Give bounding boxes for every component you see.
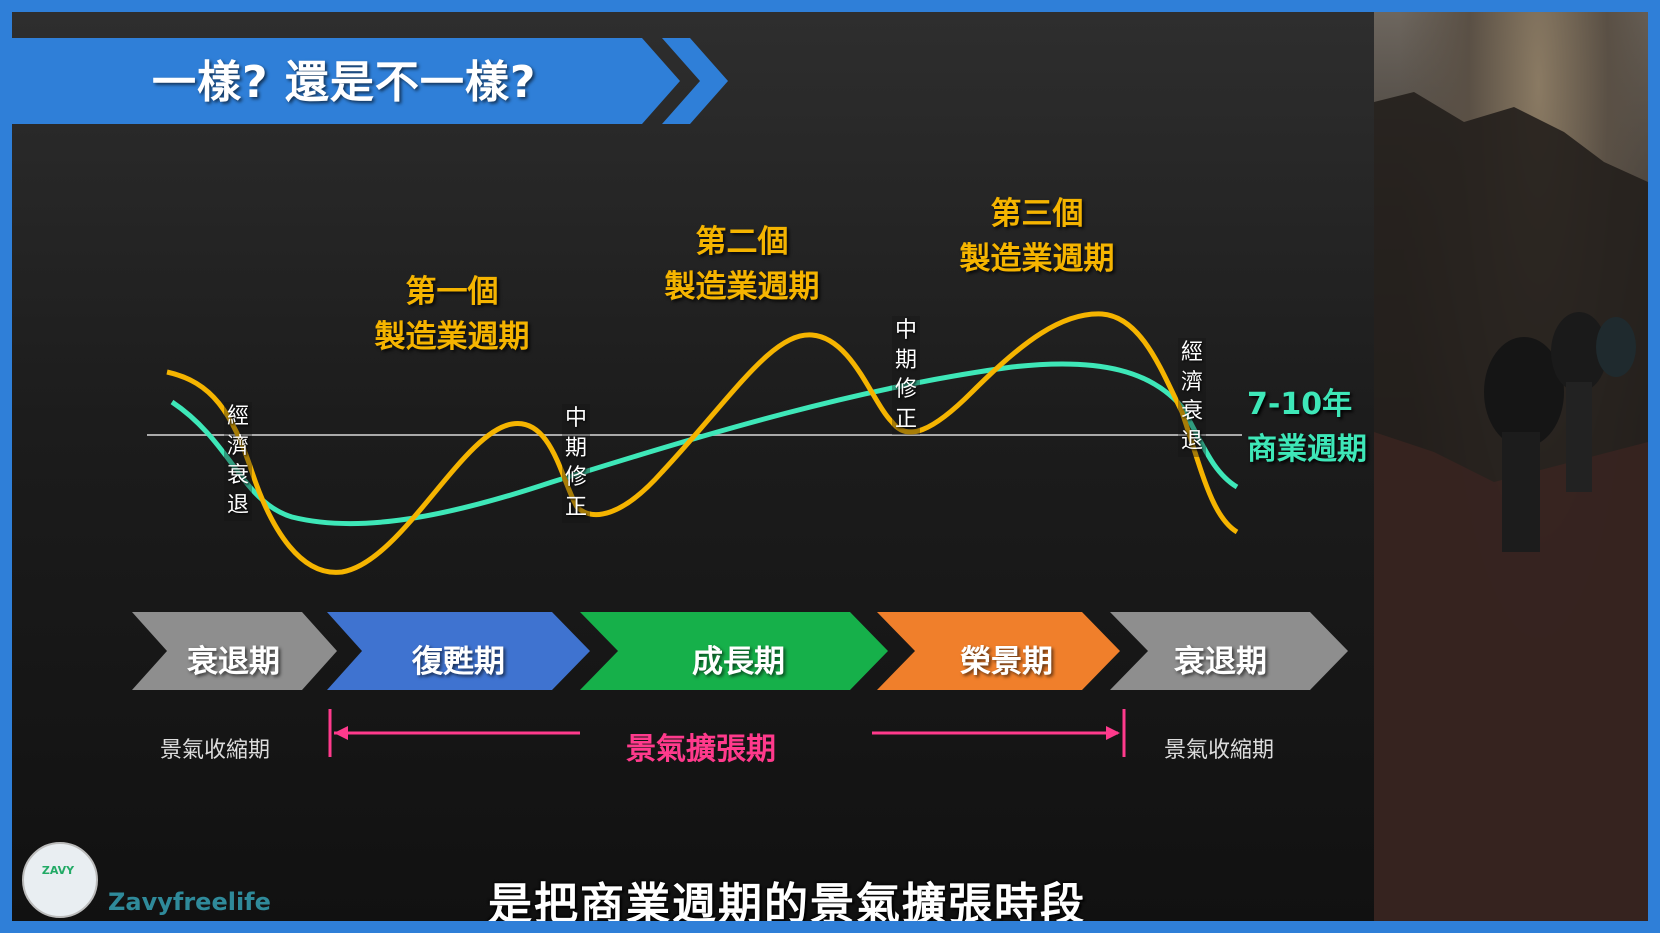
- cycle-label-3-line1: 第三個: [990, 196, 1084, 232]
- phase-arrow-1: [132, 612, 337, 690]
- phase-arrow-3: [580, 612, 888, 690]
- contraction-label-left: 景氣收縮期: [160, 738, 271, 763]
- phase-label-recession-1: 衰退期: [187, 644, 280, 680]
- cycle-label-2-line1: 第二個: [695, 224, 789, 260]
- vertical-label-correction-1: 中期修正: [562, 404, 590, 523]
- business-cycle-line2: 商業週期: [1247, 432, 1367, 467]
- business-cycle-label: 7-10年 商業週期: [1247, 382, 1367, 472]
- slide-title: 一樣? 還是不一樣?: [152, 57, 537, 108]
- phase-label-boom: 榮景期: [960, 644, 1053, 680]
- cycle-label-3: 第三個 製造業週期: [947, 192, 1127, 282]
- phase-label-recession-2: 衰退期: [1174, 644, 1267, 680]
- phase-label-recovery: 復甦期: [412, 644, 505, 680]
- phase-arrows: [132, 612, 1348, 690]
- phase-arrow-2: [327, 612, 590, 690]
- manufacturing-cycle-curve: [166, 311, 1239, 575]
- logo-text: ZAVY: [41, 864, 75, 877]
- vertical-label-recession-2: 經濟衰退: [1178, 338, 1206, 457]
- slide-screen: 一樣? 還是不一樣? 第一個 製造業週期 第二個 製造業週期 第三個 製造業週期…: [12, 12, 1648, 921]
- cycle-label-1-line1: 第一個: [405, 274, 499, 310]
- cycle-label-2-line2: 製造業週期: [664, 268, 820, 305]
- cycle-label-1-line2: 製造業週期: [374, 318, 530, 355]
- expansion-label: 景氣擴張期: [626, 732, 776, 767]
- mountain-silhouette: [1374, 92, 1648, 921]
- phase-label-growth: 成長期: [692, 644, 785, 680]
- channel-logo: [22, 842, 98, 918]
- expansion-arrow: [328, 709, 1126, 757]
- vertical-label-correction-2: 中期修正: [892, 316, 920, 435]
- phase-arrow-4: [877, 612, 1120, 690]
- cycle-curves: [147, 311, 1242, 575]
- cycle-label-1: 第一個 製造業週期: [362, 270, 542, 360]
- cycle-label-2: 第二個 製造業週期: [652, 220, 832, 310]
- phase-arrow-5: [1110, 612, 1348, 690]
- video-subtitle: 是把商業週期的景氣擴張時段: [488, 879, 1086, 921]
- title-banner: [12, 38, 728, 124]
- business-cycle-line1: 7-10年: [1247, 387, 1353, 422]
- vertical-label-recession-1: 經濟衰退: [224, 402, 252, 521]
- brand-name: Zavyfreelife: [108, 888, 271, 916]
- contraction-label-right: 景氣收縮期: [1164, 738, 1275, 763]
- cycle-label-3-line2: 製造業週期: [959, 240, 1115, 277]
